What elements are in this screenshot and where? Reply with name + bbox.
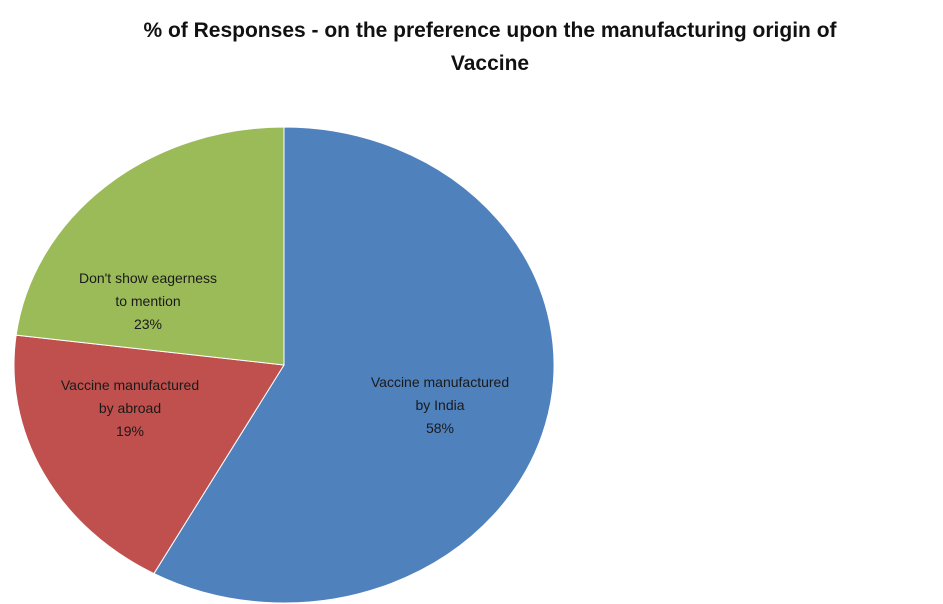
chart-title-line-2: Vaccine (450, 52, 530, 75)
slice-percent: 19% (116, 423, 144, 439)
chart-title: % of Responses - on the preference upon … (40, 14, 940, 80)
slice-label-vaccine-manufactured-by-abroad: Vaccine manufactured by abroad 19% (61, 377, 199, 439)
pie-slice-vaccine-manufactured-by-india (153, 126, 555, 604)
slice-label-line: Vaccine manufactured (371, 374, 509, 390)
slice-percent: 58% (426, 420, 454, 436)
slice-label-line: to mention (115, 293, 180, 309)
pie-slice-vaccine-manufactured-by-abroad (13, 334, 285, 575)
slice-label-line: by abroad (99, 400, 161, 416)
chart-title-line-1: % of Responses - on the preference upon … (143, 19, 837, 42)
slice-percent: 23% (134, 316, 162, 332)
slice-label-don-t-show-eagerness-to-mention: Don't show eagerness to mention 23% (79, 270, 217, 332)
slice-label-line: by India (415, 397, 464, 413)
slice-label-line: Don't show eagerness (79, 270, 217, 286)
slice-label-vaccine-manufactured-by-india: Vaccine manufactured by India 58% (371, 374, 509, 436)
pie-slice-don-t-show-eagerness-to-mention (15, 126, 285, 366)
slice-label-line: Vaccine manufactured (61, 377, 199, 393)
